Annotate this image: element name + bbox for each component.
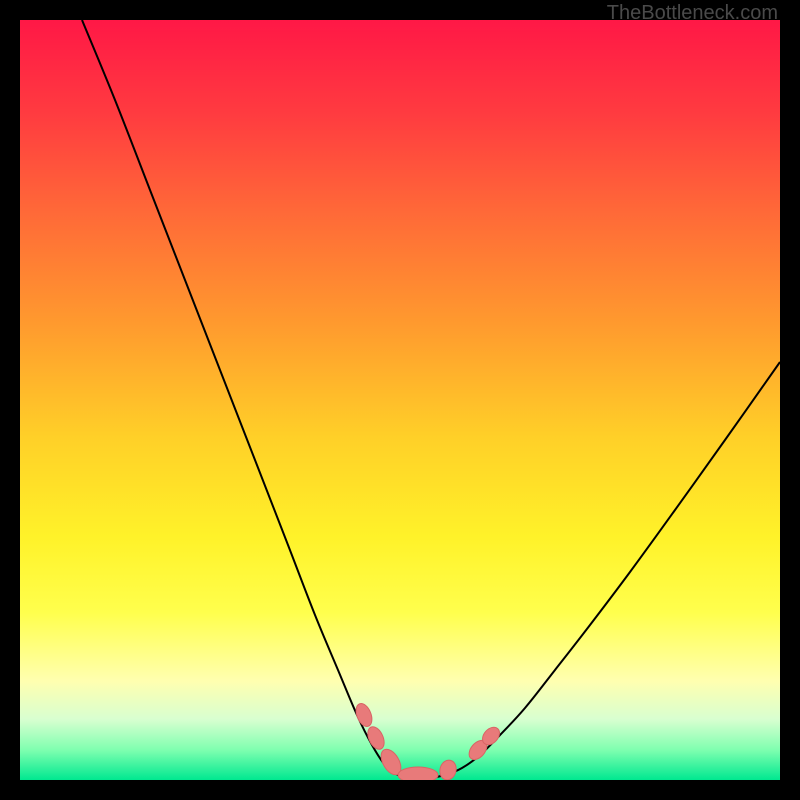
data-markers (353, 701, 503, 780)
bottleneck-chart (20, 20, 780, 780)
data-marker (353, 701, 375, 728)
curve-left (82, 20, 412, 778)
data-marker (365, 724, 388, 752)
watermark-text: TheBottleneck.com (607, 2, 778, 25)
data-marker (398, 767, 438, 780)
curve-right (412, 362, 780, 778)
chart-curves (20, 20, 780, 780)
